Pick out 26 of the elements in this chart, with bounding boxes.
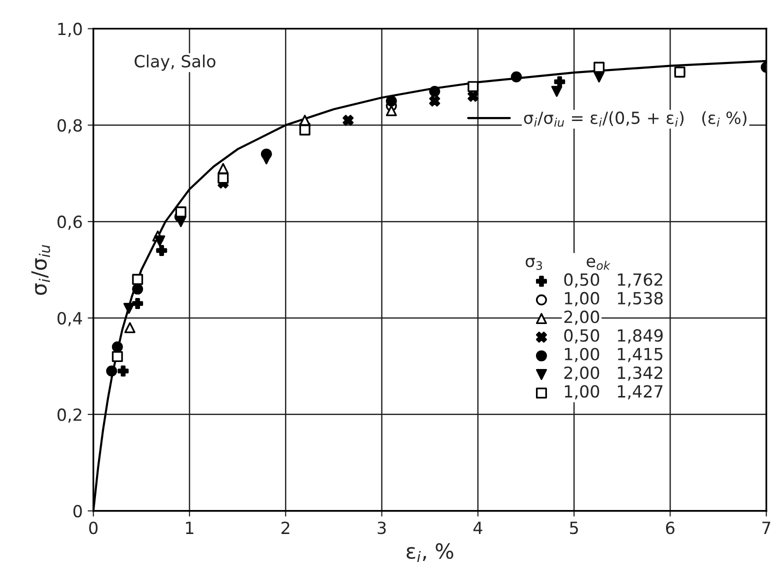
y-tick-label: 0,2	[58, 408, 82, 423]
legend-label: 1,00 1,415	[564, 348, 662, 362]
legend-label: 0,50 1,762	[564, 273, 662, 288]
x-tick-label: 4	[473, 522, 482, 534]
x-tick-label: 5	[570, 522, 578, 534]
text: σ$_{i}$/σ$_{iu}$ = ε$_{i}$/(0,5 + ε$_{i}$) (ε$_{i}$ %)	[524, 111, 746, 127]
legend-label: 2,00 1,342	[564, 366, 662, 381]
legend-label: 2,00	[564, 310, 600, 325]
x-tick-label: 3	[378, 522, 386, 534]
x-tick-label: 7	[762, 522, 770, 534]
legend-label: 1,00 1,427	[564, 385, 662, 400]
annotation: Clay, Salo	[134, 54, 216, 71]
x-tick-label: 1	[186, 522, 194, 534]
y-tick-label: 0,6	[58, 216, 82, 230]
y-tick-label: 0,8	[58, 119, 82, 134]
legend-label: 0,50 1,849	[564, 329, 663, 344]
x-axis-title: ε$_{i}$, %	[406, 543, 454, 562]
x-tick-label: 2	[282, 522, 290, 534]
y-tick-label: 1,0	[58, 22, 82, 37]
x-tick-label: 0	[89, 522, 98, 534]
y-tick-label: 0,4	[58, 312, 82, 326]
text: σ$_{3}$ e$_{ok}$	[526, 258, 610, 270]
legend-label: 1,00 1,538	[564, 292, 663, 306]
x-tick-label: 6	[666, 522, 674, 534]
y-axis-title: σ$_{i}$/σ$_{iu}$	[31, 244, 50, 295]
y-tick-label: 0	[73, 504, 82, 518]
